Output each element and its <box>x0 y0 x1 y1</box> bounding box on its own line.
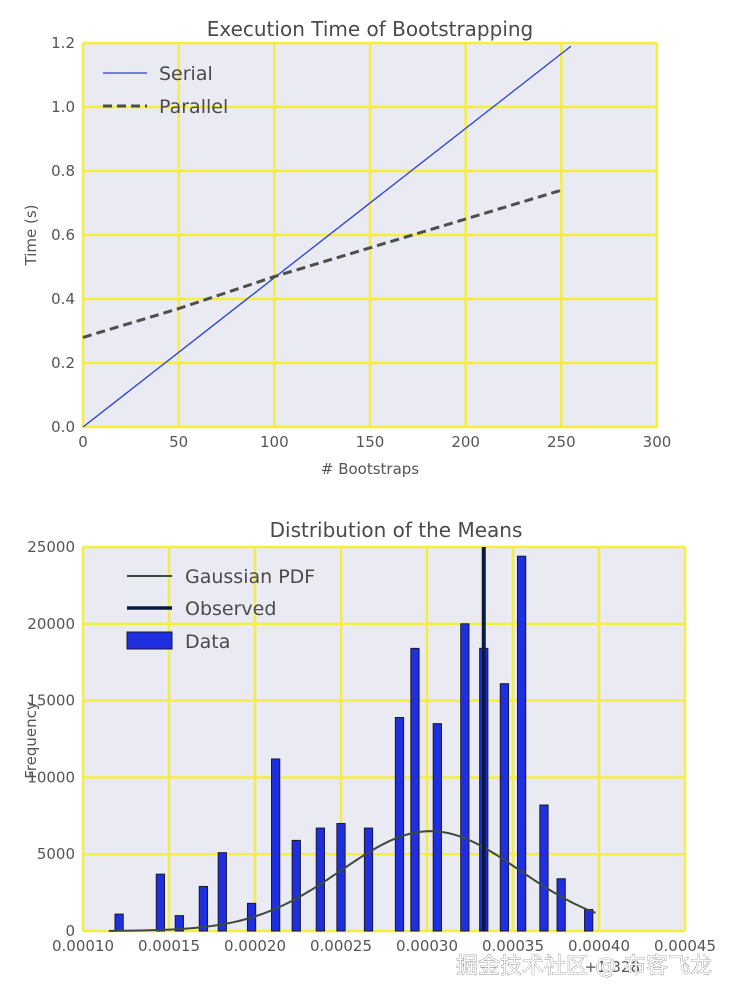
y-tick-label: 10000 <box>27 768 75 786</box>
histogram-bar <box>584 908 594 932</box>
x-tick-label: 100 <box>260 433 289 451</box>
y-tick-label: 0 <box>65 922 75 940</box>
x-tick-labels: 0.00010 0.00015 0.00020 0.00025 0.00030 0.000… <box>52 937 716 955</box>
y-tick-label: 25000 <box>27 538 75 556</box>
histogram-bar <box>499 683 510 932</box>
histogram-bar <box>155 873 166 932</box>
y-tick-label: 0.4 <box>51 290 75 308</box>
y-axis-label: Frequency <box>22 701 40 779</box>
x-tick-label: 200 <box>451 433 480 451</box>
histogram-bar <box>432 723 442 932</box>
y-tick-label: 15000 <box>27 692 75 710</box>
x-tick-label: 0.00015 <box>138 937 200 955</box>
y-tick-label: 0.2 <box>51 354 75 372</box>
y-tick-labels: 0 5000 10000 15000 20000 25000 <box>27 538 75 940</box>
grid <box>81 545 687 933</box>
y-tick-label: 0.0 <box>51 418 75 436</box>
histogram-bar <box>198 885 209 932</box>
x-tick-label: 0.00035 <box>482 937 544 955</box>
x-tick-label: 50 <box>169 433 188 451</box>
x-tick-label: 0.00040 <box>568 937 630 955</box>
chart-title: Execution Time of Bootstrapping <box>207 17 534 41</box>
x-tick-label: 0.00010 <box>52 937 114 955</box>
x-tick-label: 250 <box>547 433 576 451</box>
legend-label-parallel: Parallel <box>159 96 228 118</box>
histogram-bar <box>291 839 301 932</box>
legend-label-observed: Observed <box>185 598 276 620</box>
y-tick-label: 0.6 <box>51 226 75 244</box>
x-tick-label: 0.00030 <box>396 937 458 955</box>
legend: Gaussian PDF Observed Data <box>126 566 315 653</box>
histogram-bar <box>315 827 325 932</box>
histogram-bar <box>539 804 549 932</box>
y-tick-label: 0.8 <box>51 162 75 180</box>
x-axis-label: # Bootstraps <box>321 460 419 478</box>
y-tick-label: 5000 <box>37 845 75 863</box>
histogram-bar <box>363 827 374 932</box>
histogram-bar <box>217 852 227 932</box>
x-tick-label: 0.00025 <box>310 937 372 955</box>
chart-execution-time: Execution Time of Bootstrapping 0 50 100 15… <box>22 17 671 478</box>
x-offset-text: +1.328 <box>584 958 640 976</box>
y-tick-labels: 0.0 0.2 0.4 0.6 0.8 1.0 1.2 <box>51 34 75 436</box>
x-tick-label: 300 <box>643 433 672 451</box>
histogram-bar <box>410 647 420 932</box>
watermark-text: 掘金技术社区 @ 布客飞龙 <box>456 954 712 979</box>
y-tick-label: 1.0 <box>51 98 75 116</box>
gaussian-pdf-curve <box>108 830 596 932</box>
y-axis-label: Time (s) <box>22 205 40 267</box>
histogram-bar <box>394 716 405 932</box>
chart-distribution-of-means: Distribution of the Means 0.00010 0.00015… <box>22 518 716 976</box>
histogram-bar <box>516 555 527 932</box>
legend-label-data: Data <box>185 631 230 653</box>
legend: Serial Parallel <box>103 63 228 118</box>
series-line-serial <box>82 45 572 428</box>
x-tick-label: 0.00020 <box>224 937 286 955</box>
histogram-bar <box>114 913 124 932</box>
histogram-bar <box>556 878 566 932</box>
histogram-bar <box>336 822 346 932</box>
x-tick-labels: 0 50 100 150 200 250 300 <box>78 433 671 451</box>
series-layer <box>108 547 596 932</box>
series-layer <box>82 45 572 428</box>
x-tick-label: 150 <box>356 433 385 451</box>
plot-area <box>83 547 685 931</box>
bars-layer <box>114 555 594 932</box>
grid <box>81 41 659 429</box>
x-tick-label: 0.00045 <box>654 937 716 955</box>
histogram-bar <box>271 758 281 932</box>
legend-label-gaussian-pdf: Gaussian PDF <box>185 566 315 588</box>
y-tick-label: 20000 <box>27 615 75 633</box>
histogram-bar <box>174 915 184 932</box>
legend-label-serial: Serial <box>159 63 213 85</box>
y-tick-label: 1.2 <box>51 34 75 52</box>
histogram-bar <box>460 623 470 932</box>
legend-swatch-data <box>126 631 173 650</box>
chart-title: Distribution of the Means <box>270 518 523 542</box>
x-tick-label: 0 <box>78 433 88 451</box>
